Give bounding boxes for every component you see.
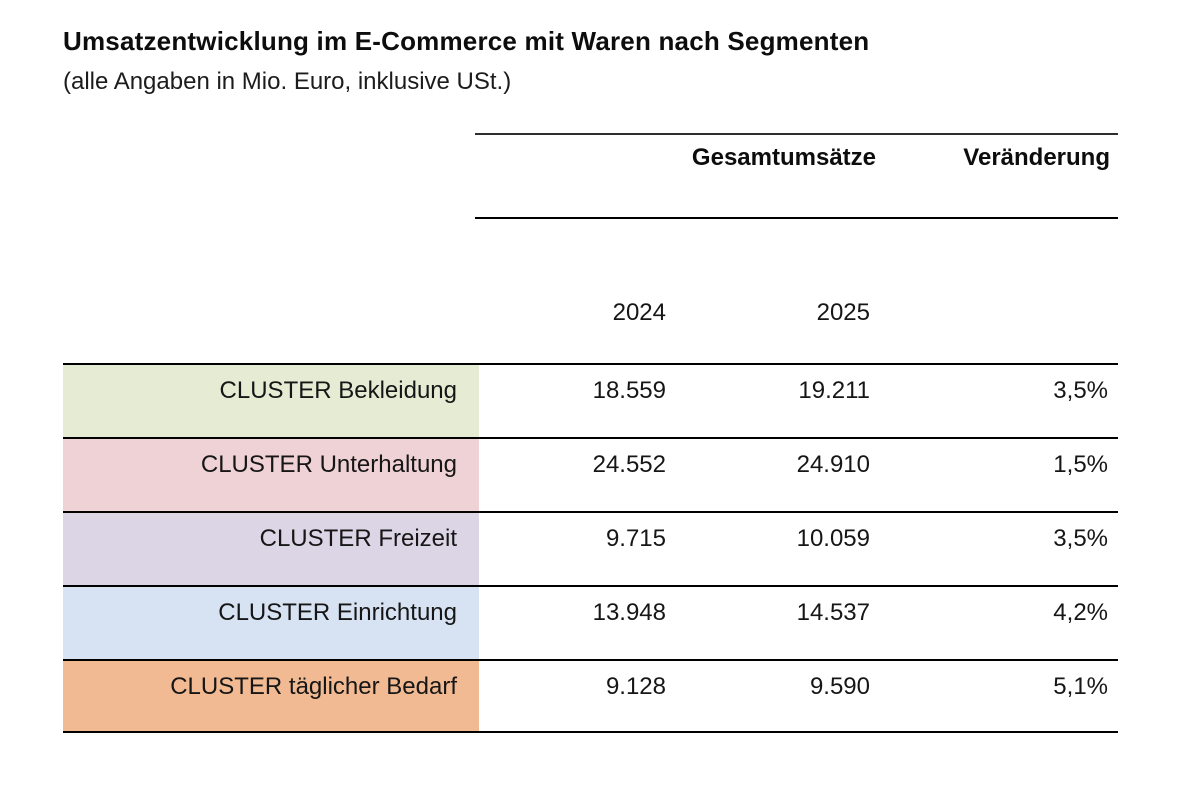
column-header-year-2024: 2024 — [612, 299, 666, 326]
header-top-rule — [475, 133, 1118, 135]
segment-label: CLUSTER Bekleidung — [63, 365, 479, 437]
value-2024: 9.715 — [605, 525, 666, 552]
segment-label: CLUSTER Einrichtung — [63, 587, 479, 659]
value-2025: 9.590 — [809, 673, 870, 700]
segment-label: CLUSTER Freizeit — [63, 513, 479, 585]
table-group-headers: Gesamtumsätze Veränderung — [475, 144, 1118, 172]
page-title: Umsatzentwicklung im E-Commerce mit Ware… — [63, 26, 870, 56]
value-change: 1,5% — [1053, 451, 1108, 478]
table-row: CLUSTER täglicher Bedarf 9.128 9.590 5,1… — [63, 659, 1118, 733]
table-row: CLUSTER Bekleidung 18.559 19.211 3,5% — [63, 363, 1118, 437]
table-row: CLUSTER Freizeit 9.715 10.059 3,5% — [63, 511, 1118, 585]
table-row: CLUSTER Einrichtung 13.948 14.537 4,2% — [63, 585, 1118, 659]
column-header-change: Veränderung — [963, 144, 1110, 171]
value-2025: 19.211 — [798, 377, 870, 404]
value-2025: 14.537 — [796, 599, 870, 626]
value-2024: 24.552 — [592, 451, 666, 478]
value-change: 4,2% — [1053, 599, 1108, 626]
column-group-totals: Gesamtumsätze — [691, 144, 876, 171]
value-change: 5,1% — [1053, 673, 1108, 700]
table-body: CLUSTER Bekleidung 18.559 19.211 3,5% CL… — [63, 363, 1118, 733]
column-header-year-2025: 2025 — [816, 299, 870, 326]
value-2024: 13.948 — [592, 599, 666, 626]
header-bottom-rule — [475, 217, 1118, 219]
value-change: 3,5% — [1053, 377, 1108, 404]
value-2024: 18.559 — [592, 377, 666, 404]
segment-label: CLUSTER Unterhaltung — [63, 439, 479, 511]
table-row: CLUSTER Unterhaltung 24.552 24.910 1,5% — [63, 437, 1118, 511]
page-subtitle: (alle Angaben in Mio. Euro, inklusive US… — [63, 68, 512, 95]
value-2024: 9.128 — [605, 673, 666, 700]
value-change: 3,5% — [1053, 525, 1108, 552]
value-2025: 24.910 — [796, 451, 870, 478]
segment-label: CLUSTER täglicher Bedarf — [63, 661, 479, 731]
value-2025: 10.059 — [796, 525, 870, 552]
